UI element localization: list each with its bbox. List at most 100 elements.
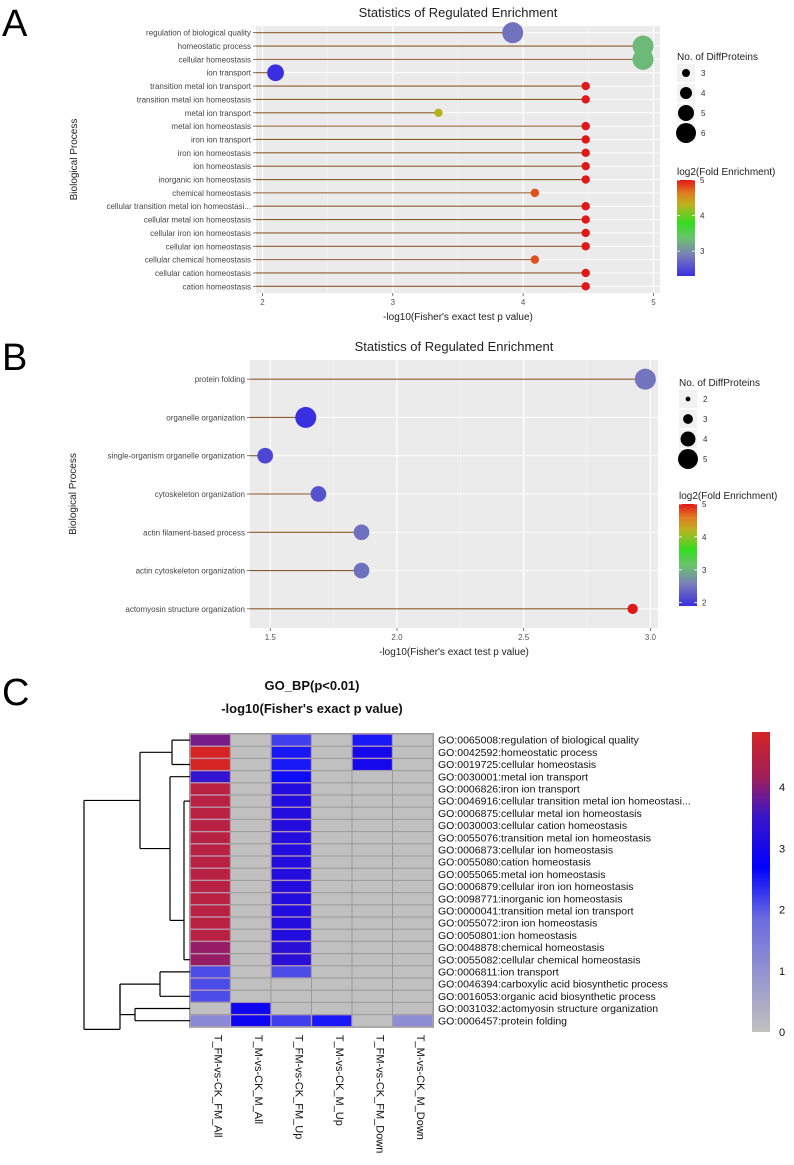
x-tick-label: 1.5: [265, 633, 277, 642]
heatmap-cell: [231, 978, 271, 990]
heatmap-cell: [231, 819, 271, 832]
heatmap-cell: [393, 978, 433, 990]
heatmap-cell: [352, 844, 392, 856]
heatmap-column-label: T_M-vs-CK_M_Down: [414, 1035, 426, 1140]
heatmap-cell: [393, 844, 433, 856]
heatmap-row-label: GO:0006826:iron ion transport: [438, 784, 580, 796]
heatmap-cell: [352, 771, 392, 783]
chart-title: Statistics of Regulated Enrichment: [355, 339, 554, 354]
heatmap-cell: [352, 1002, 392, 1015]
y-tick-label: ion transport: [207, 69, 252, 78]
heatmap-row-label: GO:0065008:regulation of biological qual…: [438, 735, 640, 747]
heatmap-row-label: GO:0055082:cellular chemical homeostasis: [438, 954, 641, 966]
heatmap-cell: [231, 868, 271, 880]
panel-b-lollipop-chart: Statistics of Regulated Enrichment protei…: [68, 339, 777, 658]
heatmap-cell: [352, 905, 392, 917]
size-legend-dot: [676, 123, 696, 143]
colorbar-tick-label: 2: [779, 905, 785, 917]
heatmap-cell: [352, 1015, 392, 1027]
heatmap-cell: [312, 966, 352, 978]
heatmap-row-label: GO:0042592:homeostatic process: [438, 747, 597, 759]
heatmap-cell: [312, 746, 352, 758]
heatmap-cell: [271, 880, 312, 893]
y-tick-label: cellular cation homeostasis: [155, 269, 251, 278]
y-tick-label: inorganic ion homeostasis: [159, 176, 252, 185]
data-point: [267, 64, 284, 82]
heatmap-cell: [231, 880, 271, 893]
heatmap-cell: [190, 978, 231, 990]
heatmap-cell: [352, 807, 392, 819]
heatmap-cell: [190, 856, 231, 868]
heatmap-cell: [352, 832, 392, 844]
size-legend-dot: [678, 449, 698, 469]
y-tick-label: cellular iron ion homeostasis: [150, 229, 251, 238]
y-tick-label: metal ion transport: [185, 109, 252, 118]
heatmap-cell: [393, 734, 433, 746]
heatmap-cell: [393, 783, 433, 795]
heatmap-cell: [190, 1002, 230, 1015]
heatmap-cell: [393, 954, 433, 966]
heatmap-cell: [190, 807, 231, 820]
heatmap-cell: [352, 880, 392, 893]
heatmap-cell: [231, 941, 271, 954]
data-point: [257, 447, 274, 464]
panel-letter-b: B: [2, 337, 27, 379]
heatmap-cell: [190, 880, 231, 893]
heatmap-cell: [190, 1014, 231, 1027]
heatmap-cell: [190, 831, 231, 844]
color-legend-label: 4: [702, 533, 707, 542]
heatmap-subtitle: -log10(Fisher's exact p value): [221, 701, 403, 716]
heatmap-cell: [312, 783, 352, 795]
heatmap-cell: [231, 746, 271, 758]
color-legend-label: 3: [700, 247, 705, 256]
heatmap-cell: [271, 1002, 311, 1015]
heatmap-row-label: GO:0055072:iron ion homeostasis: [438, 918, 597, 930]
size-legend-label: 4: [701, 89, 706, 98]
color-legend-title: log2(Fold Enrichment): [677, 167, 775, 178]
heatmap-cell: [393, 795, 433, 807]
heatmap-cell: [312, 978, 352, 990]
data-point: [581, 242, 590, 251]
data-point: [353, 524, 370, 541]
data-point: [581, 95, 590, 104]
chart-title: Statistics of Regulated Enrichment: [359, 5, 558, 20]
heatmap-cell: [312, 941, 352, 954]
heatmap-row-label: GO:0006873:cellular ion homeostasis: [438, 845, 613, 857]
color-legend-label: 5: [702, 500, 707, 509]
data-point: [581, 161, 590, 171]
heatmap-cell: [312, 917, 352, 929]
color-legend-bar: [679, 504, 697, 606]
heatmap-cell: [271, 783, 312, 795]
y-tick-label: metal ion homeostasis: [171, 122, 251, 131]
data-point: [581, 121, 590, 131]
heatmap-cell: [312, 844, 352, 856]
heatmap-cell: [231, 771, 271, 783]
heatmap-row-label: GO:0006875:cellular metal ion homeostasi…: [438, 808, 642, 820]
heatmap-cell: [190, 770, 231, 783]
heatmap-row-label: GO:0006879:cellular iron ion homeostasis: [438, 881, 634, 893]
heatmap-cell: [352, 941, 392, 954]
y-tick-label: iron ion homeostasis: [178, 149, 251, 158]
y-axis-label: Biological Process: [68, 453, 79, 535]
data-point: [310, 486, 327, 502]
heatmap-cell: [352, 978, 392, 990]
y-tick-label: cellular metal ion homeostasis: [144, 216, 251, 225]
heatmap-cell: [393, 746, 433, 758]
colorbar-tick-label: 1: [779, 966, 785, 978]
heatmap-cell: [312, 734, 352, 746]
y-tick-label: actin cytoskeleton organization: [136, 567, 245, 576]
heatmap-cell: [271, 795, 312, 807]
y-tick-label: ion homeostasis: [193, 162, 251, 171]
x-tick-label: 2: [260, 298, 265, 307]
heatmap-row-label: GO:0016053:organic acid biosynthetic pro…: [438, 991, 656, 1003]
size-legend-label: 3: [701, 69, 706, 78]
x-tick-label: 5: [651, 298, 656, 307]
heatmap-cell: [271, 844, 312, 856]
heatmap-cell: [352, 856, 392, 868]
heatmap-cell: [393, 966, 433, 978]
panel-letter-a: A: [2, 3, 28, 45]
heatmap-column-label: T_FM-vs-CK_FM_All: [211, 1035, 223, 1138]
heatmap-cell: [312, 807, 352, 819]
y-tick-label: iron ion transport: [191, 135, 252, 144]
heatmap-cell: [190, 758, 231, 771]
